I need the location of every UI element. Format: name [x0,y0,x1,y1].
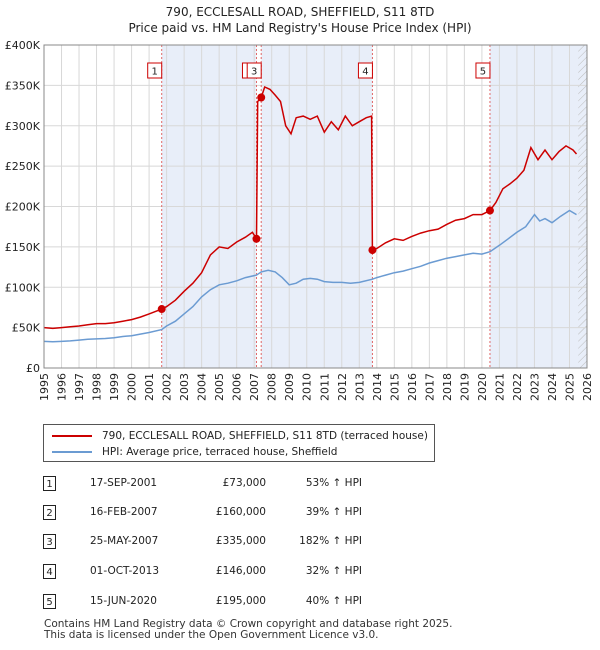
sale-date: 25-MAY-2007 [90,535,159,547]
y-tick-label: £250K [5,160,41,173]
chart-title: 790, ECCLESALL ROAD, SHEFFIELD, S11 8TD [166,5,435,19]
x-tick-label: 2024 [546,373,559,401]
x-tick-label: 1997 [73,373,86,401]
sale-point [368,246,377,255]
legend-property-label: 790, ECCLESALL ROAD, SHEFFIELD, S11 8TD … [102,430,428,442]
y-tick-label: £50K [12,322,41,335]
footer-copyright: Contains HM Land Registry data © Crown c… [44,618,453,630]
sale-date: 17-SEP-2001 [90,477,158,489]
sale-number-badge: 4 [43,564,56,579]
x-tick-label: 2025 [563,373,576,401]
sale-label-box [246,62,262,79]
sale-number-badge: 2 [43,505,56,520]
x-tick-label: 1995 [38,373,51,401]
y-tick-label: £100K [5,281,41,294]
y-tick-label: £200K [5,201,41,214]
chart-subtitle: Price paid vs. HM Land Registry's House … [128,21,471,35]
x-tick-label: 2002 [161,373,174,401]
legend-item-property: 790, ECCLESALL ROAD, SHEFFIELD, S11 8TD … [52,428,428,444]
sale-price: £146,000 [215,565,266,577]
x-tick-label: 2022 [511,373,524,401]
series-line [43,85,578,330]
x-tick-label: 2013 [353,373,366,401]
sale-price: £73,000 [222,477,266,489]
y-tick-label: £150K [5,241,41,254]
sale-hpi-change: 40% ↑ HPI [305,595,362,607]
sale-label-number: 4 [362,67,368,78]
x-tick-label: 2017 [423,373,436,401]
legend-property-line [52,435,92,437]
x-tick-label: 1996 [56,373,69,401]
legend-item-hpi: HPI: Average price, terraced house, Shef… [52,444,337,460]
x-tick-label: 2009 [283,373,296,401]
sale-number-badge: 3 [43,534,56,549]
x-tick-label: 2007 [248,373,261,401]
x-tick-label: 2010 [301,373,314,401]
sale-point [252,234,261,243]
y-tick-label: £400K [5,39,41,52]
sale-row: 2 16-FEB-2007 £160,000 39% ↑ HPI [40,503,400,523]
x-tick-label: 2020 [476,373,489,401]
sale-label-number: 3 [251,67,257,78]
sale-hpi-change: 32% ↑ HPI [305,565,362,577]
sale-number-badge: 1 [43,476,56,491]
x-tick-label: 2015 [388,373,401,401]
sale-label-box [147,62,163,79]
x-tick-label: 2016 [406,373,419,401]
sale-price: £195,000 [215,595,266,607]
x-tick-label: 2026 [581,373,594,401]
sale-label-number: 1 [152,67,158,78]
sale-row: 1 17-SEP-2001 £73,000 53% ↑ HPI [40,474,400,494]
sale-row: 3 25-MAY-2007 £335,000 182% ↑ HPI [40,532,400,552]
x-tick-label: 2011 [318,373,331,401]
sale-point [157,305,166,314]
x-tick-label: 1998 [91,373,104,401]
y-tick-label: £300K [5,120,41,133]
sale-price: £335,000 [215,535,266,547]
x-tick-label: 2014 [371,373,384,401]
sale-row: 4 01-OCT-2013 £146,000 32% ↑ HPI [40,562,400,582]
x-tick-label: 2006 [231,373,244,401]
legend-hpi-label: HPI: Average price, terraced house, Shef… [102,446,338,458]
y-tick-label: £350K [5,79,41,92]
x-tick-label: 2005 [213,373,226,401]
sale-price: £160,000 [215,506,266,518]
x-tick-label: 2003 [178,373,191,401]
sale-hpi-change: 39% ↑ HPI [305,506,362,518]
sale-label-number: 5 [480,67,486,78]
sale-point [485,206,494,215]
footer-license: This data is licensed under the Open Gov… [44,629,379,641]
sale-number-badge: 5 [43,594,56,609]
sale-date: 16-FEB-2007 [90,506,158,518]
footer-attribution: Contains HM Land Registry data © Crown c… [44,619,452,641]
x-tick-label: 2012 [336,373,349,401]
price-chart: 790, ECCLESALL ROAD, SHEFFIELD, S11 8TD … [5,5,594,401]
sale-date: 01-OCT-2013 [90,565,159,577]
x-tick-label: 2004 [196,373,209,401]
y-tick-label: £0 [26,362,40,375]
x-tick-label: 2000 [126,373,139,401]
legend: 790, ECCLESALL ROAD, SHEFFIELD, S11 8TD … [43,424,435,462]
sale-point [257,93,266,102]
series-line [43,209,577,343]
sale-label-box [475,62,491,79]
sale-hpi-change: 182% ↑ HPI [299,535,362,547]
plot-border [43,44,588,369]
legend-hpi-line [52,451,92,453]
x-tick-label: 2021 [493,373,506,401]
x-tick-label: 2008 [266,373,279,401]
sale-row: 5 15-JUN-2020 £195,000 40% ↑ HPI [40,592,400,612]
sale-date: 15-JUN-2020 [90,595,157,607]
x-tick-label: 2019 [458,373,471,401]
x-tick-label: 2018 [441,373,454,401]
x-tick-label: 2001 [143,373,156,401]
sale-label-box [357,62,373,79]
x-tick-label: 2023 [528,373,541,401]
x-tick-label: 1999 [108,373,121,401]
sale-hpi-change: 53% ↑ HPI [305,477,362,489]
